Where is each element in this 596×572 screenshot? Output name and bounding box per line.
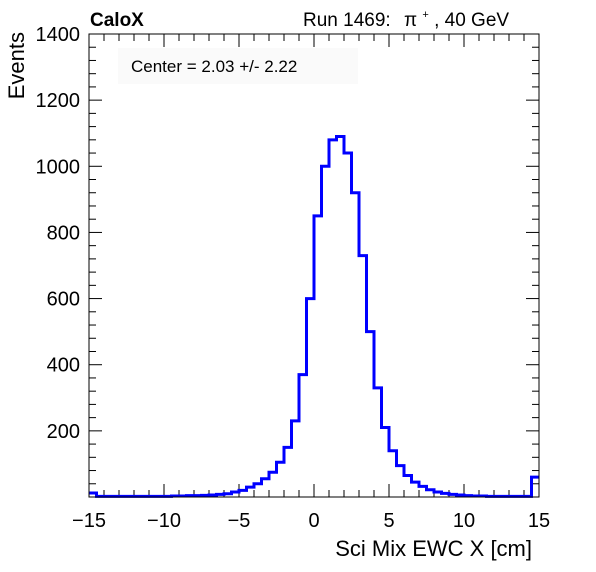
y-tick-label: 600 xyxy=(47,289,80,311)
y-tick-label: 400 xyxy=(47,355,80,377)
x-tick-label: 0 xyxy=(308,510,319,532)
y-tick-label: 1400 xyxy=(36,24,81,46)
y-tick-label: 200 xyxy=(47,421,80,443)
run-label: Run 1469: π + , 40 GeV xyxy=(303,2,509,31)
histogram-series xyxy=(89,135,539,498)
run-number: Run 1469: xyxy=(303,10,391,31)
x-tick-label: 5 xyxy=(383,510,394,532)
beam-energy: , 40 GeV xyxy=(434,10,509,31)
y-tick-label: 1200 xyxy=(36,90,81,112)
x-tick-label: 15 xyxy=(528,510,550,532)
plot-frame xyxy=(88,33,540,498)
x-tick-label: −5 xyxy=(228,510,251,532)
particle-symbol: π xyxy=(404,10,417,31)
x-tick-label: 10 xyxy=(453,510,475,532)
y-tick-label: 1000 xyxy=(36,156,81,178)
x-tick-label: −15 xyxy=(72,510,106,532)
x-tick-label: −10 xyxy=(147,510,181,532)
brand-label: CaloX xyxy=(90,10,144,31)
y-axis-title: Events xyxy=(4,32,29,99)
axis-ticks xyxy=(88,33,540,498)
particle-charge: + xyxy=(422,9,428,21)
axis-tick-labels: −15 −10 −5 0 5 10 15 200 400 600 800 1000 1200 1400 xyxy=(36,24,551,532)
annotation-box xyxy=(118,48,358,84)
center-annotation: Center = 2.03 +/- 2.22 xyxy=(131,57,297,76)
y-tick-label: 800 xyxy=(47,222,80,244)
x-axis-title: Sci Mix EWC X [cm] xyxy=(335,536,532,561)
